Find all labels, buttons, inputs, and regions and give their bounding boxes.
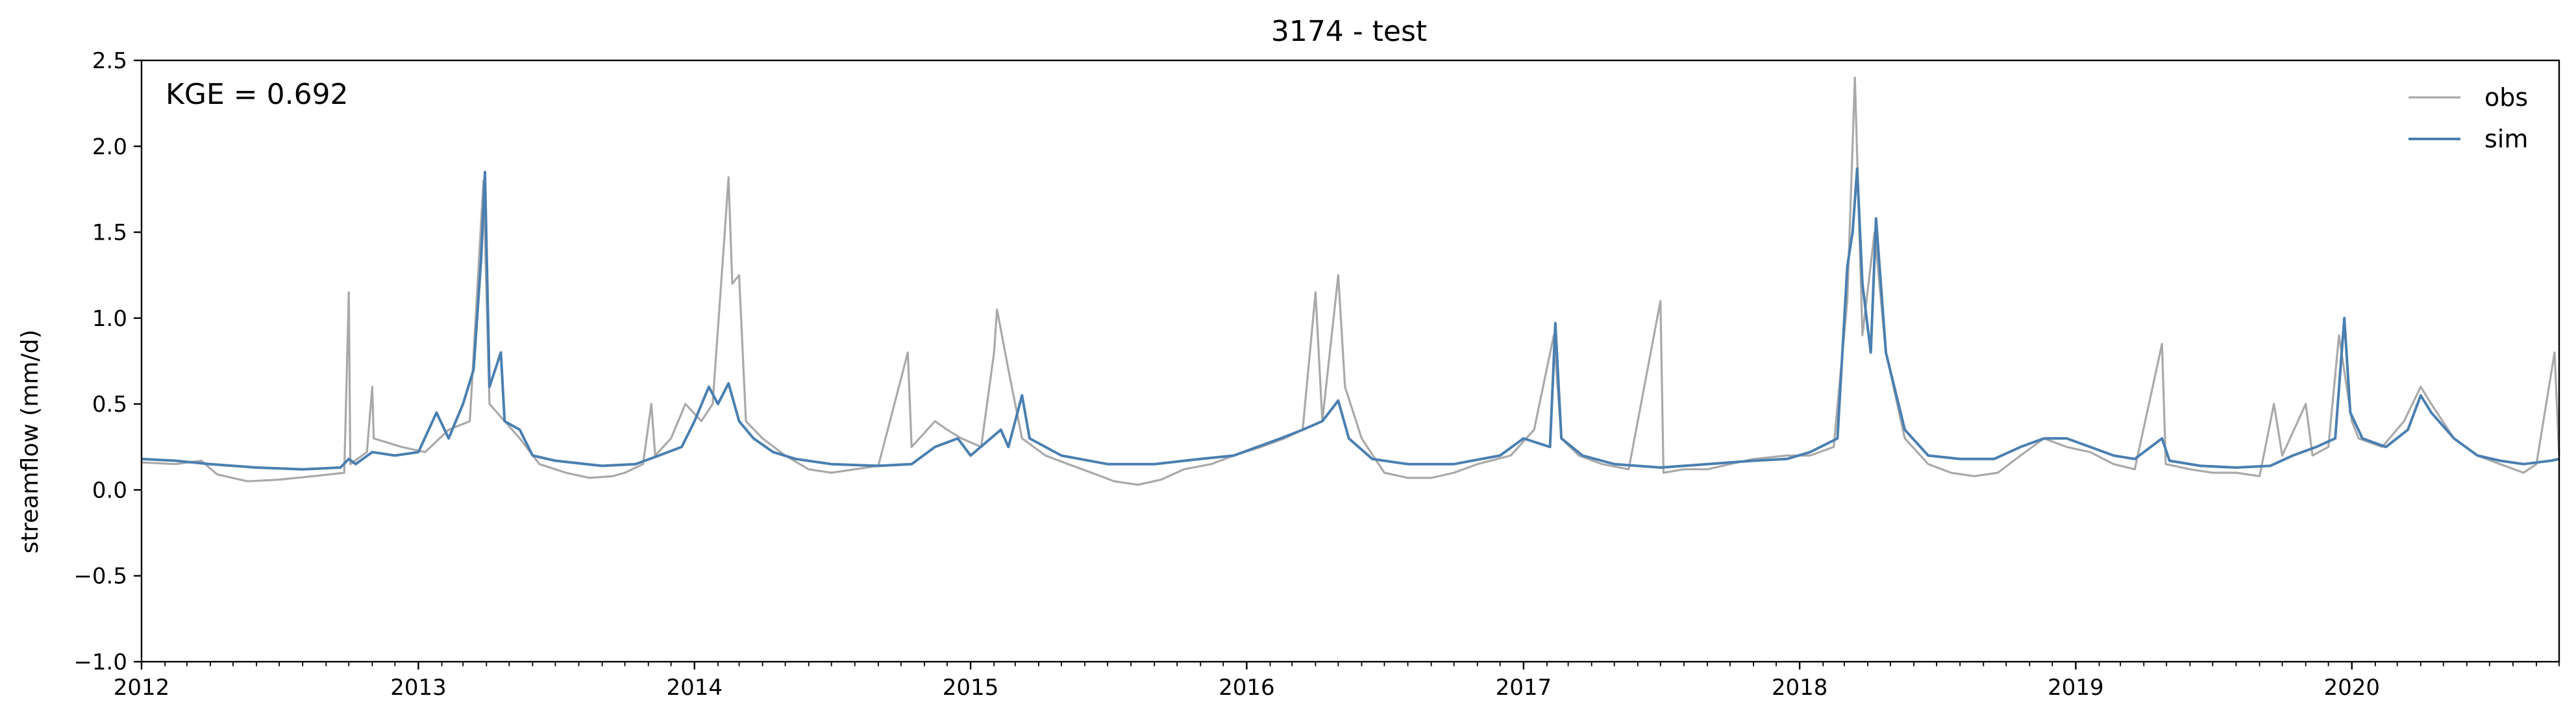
plot-area: −1.0 −0.5 0.0 0.5 1.0 1.5 2.0 2.5 2012 2013 2014 20… xyxy=(73,48,2560,701)
y-tick-label: −1.0 xyxy=(73,649,127,675)
y-axis-label: streamflow (mm/d) xyxy=(17,330,43,554)
series-line-sim xyxy=(141,167,2560,471)
y-tick-label: −0.5 xyxy=(73,564,127,590)
series-line-obs xyxy=(141,76,2560,486)
x-tick-label: 2018 xyxy=(1772,675,1828,701)
x-tick-label: 2014 xyxy=(667,675,723,701)
x-tick-label: 2020 xyxy=(2323,675,2380,701)
y-tick-label: 1.0 xyxy=(92,306,127,332)
legend-label-sim: sim xyxy=(2484,125,2528,153)
x-tick-label: 2012 xyxy=(114,675,170,701)
legend-label-obs: obs xyxy=(2484,83,2528,112)
y-tick-label: 2.5 xyxy=(92,48,127,74)
y-tick-label: 1.5 xyxy=(92,220,127,246)
y-tick-label: 2.0 xyxy=(92,134,127,160)
kge-annotation: KGE = 0.692 xyxy=(166,78,349,111)
x-tick-label: 2019 xyxy=(2048,675,2104,701)
chart-title: 3174 - test xyxy=(1271,15,1427,48)
y-tick-label: 0.5 xyxy=(92,392,127,418)
legend: obs sim xyxy=(2409,83,2528,153)
x-tick-label: 2015 xyxy=(943,675,999,701)
x-tick-label: 2013 xyxy=(390,675,447,701)
x-tick-label: 2017 xyxy=(1496,675,1552,701)
y-tick-label: 0.0 xyxy=(92,477,127,503)
x-tick-label: 2016 xyxy=(1219,675,1275,701)
axes-frame xyxy=(140,59,2560,663)
